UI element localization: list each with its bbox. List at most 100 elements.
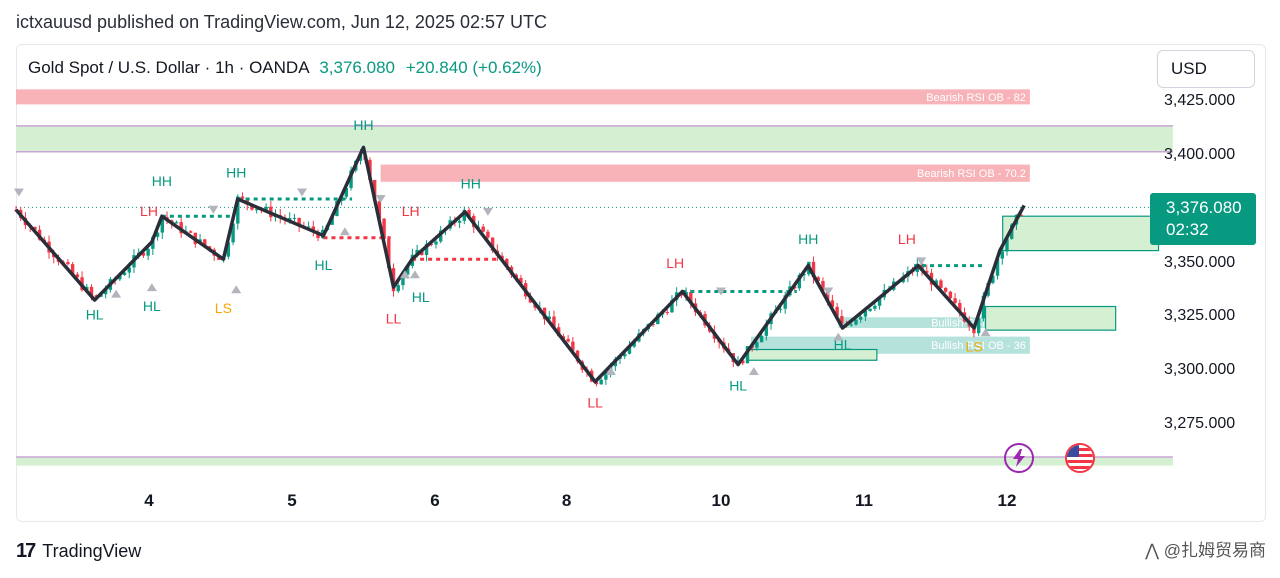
candle-body xyxy=(868,308,872,311)
buy-marker xyxy=(409,270,420,279)
swing-label: LH xyxy=(402,203,420,219)
chart-frame xyxy=(16,44,1266,522)
sell-marker xyxy=(208,205,219,214)
candle-body xyxy=(934,280,938,285)
zone-label: Bearish RSI OB - 70.2 xyxy=(917,168,1026,180)
symbol-header: Gold Spot / U.S. Dollar · 1h · OANDA 3,3… xyxy=(28,58,542,78)
buy-marker xyxy=(748,367,759,375)
buy-marker xyxy=(980,328,991,337)
swing-label: LH xyxy=(898,231,916,247)
sell-marker xyxy=(297,188,307,197)
candle-body xyxy=(877,297,882,306)
demand-box-0 xyxy=(1002,215,1160,252)
candle-body xyxy=(972,326,976,334)
candle-body xyxy=(594,381,599,385)
candle-body xyxy=(89,286,94,296)
candle-body xyxy=(405,265,410,275)
tradingview-logo-icon: 17 xyxy=(16,540,36,562)
time-tick-label: 8 xyxy=(561,491,572,510)
candle-body xyxy=(976,318,981,334)
candle-body xyxy=(816,277,820,282)
candle-body xyxy=(925,270,929,273)
candle-body xyxy=(736,360,740,363)
zones-layer: Bearish RSI OB - 82 Bearish RSI OB - 70.2… xyxy=(16,89,1173,466)
time-tick-label: 10 xyxy=(711,491,731,510)
candle-body xyxy=(755,342,759,348)
buy-marker xyxy=(399,270,410,279)
candle-body xyxy=(288,218,292,221)
swing-label: HH xyxy=(152,173,172,189)
time-tick-label: 6 xyxy=(430,491,440,510)
candle-body xyxy=(948,291,953,299)
sell-marker xyxy=(823,287,834,296)
candle-body xyxy=(745,346,750,364)
candle-body xyxy=(632,341,636,347)
candle-body xyxy=(462,209,467,221)
markers-layer xyxy=(13,188,991,375)
header-change: +20.840 (+0.62%) xyxy=(405,58,542,77)
candle-body xyxy=(943,287,948,292)
candle-body xyxy=(344,188,349,197)
candle-body xyxy=(490,237,495,251)
buy-marker xyxy=(339,227,350,236)
tradingview-brand[interactable]: 17 TradingView xyxy=(16,540,141,563)
candle-body xyxy=(821,281,825,291)
us-flag-icon[interactable] xyxy=(1065,443,1095,473)
candle-body xyxy=(250,204,254,210)
candle-body xyxy=(566,338,570,342)
candle-body xyxy=(995,258,1000,276)
candle-body xyxy=(958,303,962,313)
candle-body xyxy=(854,319,858,325)
zone-5 xyxy=(16,457,1173,466)
zone-1 xyxy=(16,125,1173,152)
publish-info: ictxauusd published on TradingView.com, … xyxy=(16,12,547,32)
candle-body xyxy=(939,280,943,288)
lightning-icon[interactable] xyxy=(1004,443,1034,473)
candle-body xyxy=(377,201,382,219)
candle-body xyxy=(122,272,127,276)
candle-body xyxy=(863,310,868,317)
candle-body xyxy=(571,341,575,351)
candle-body xyxy=(481,226,485,232)
swing-label: LS xyxy=(215,300,232,316)
currency-button[interactable]: USD xyxy=(1157,50,1255,88)
candle-body xyxy=(434,241,438,245)
swing-label: HH xyxy=(461,175,481,191)
candle-body xyxy=(387,238,391,269)
candle-body xyxy=(349,170,353,189)
candle-body xyxy=(70,264,75,275)
candle-body xyxy=(849,324,853,326)
candle-body xyxy=(457,220,462,223)
candle-body xyxy=(401,274,405,286)
price-tick-label: 3,400.000 xyxy=(1164,146,1236,163)
candle-body xyxy=(764,324,769,336)
zigzag-line xyxy=(14,145,1026,384)
zone-3 xyxy=(838,317,1030,328)
structure-levels-layer xyxy=(161,197,986,293)
candle-body xyxy=(439,230,443,242)
sell-marker xyxy=(482,207,493,216)
candle-body xyxy=(33,226,37,230)
badge-countdown: 02:32 xyxy=(1166,220,1209,239)
swing-label: HH xyxy=(353,117,373,133)
candle-body xyxy=(778,308,783,310)
sell-marker xyxy=(715,287,726,296)
candle-body xyxy=(623,353,627,357)
candle-body xyxy=(552,316,556,328)
swing-label: HL xyxy=(314,257,332,273)
price-tick-label: 3,275.000 xyxy=(1164,414,1236,432)
zone-2 xyxy=(380,164,1030,182)
candle-body xyxy=(825,290,830,301)
price-tick-label: 3,325.000 xyxy=(1164,307,1236,325)
buy-marker xyxy=(231,285,242,294)
candle-body xyxy=(797,274,802,289)
candle-body xyxy=(519,277,523,284)
candle-body xyxy=(372,180,377,202)
candle-body xyxy=(486,231,490,238)
candle-body xyxy=(811,261,816,278)
symbol-title[interactable]: Gold Spot / U.S. Dollar · 1h · OANDA xyxy=(28,58,309,77)
candle-body xyxy=(981,295,986,319)
candle-body xyxy=(306,226,311,228)
